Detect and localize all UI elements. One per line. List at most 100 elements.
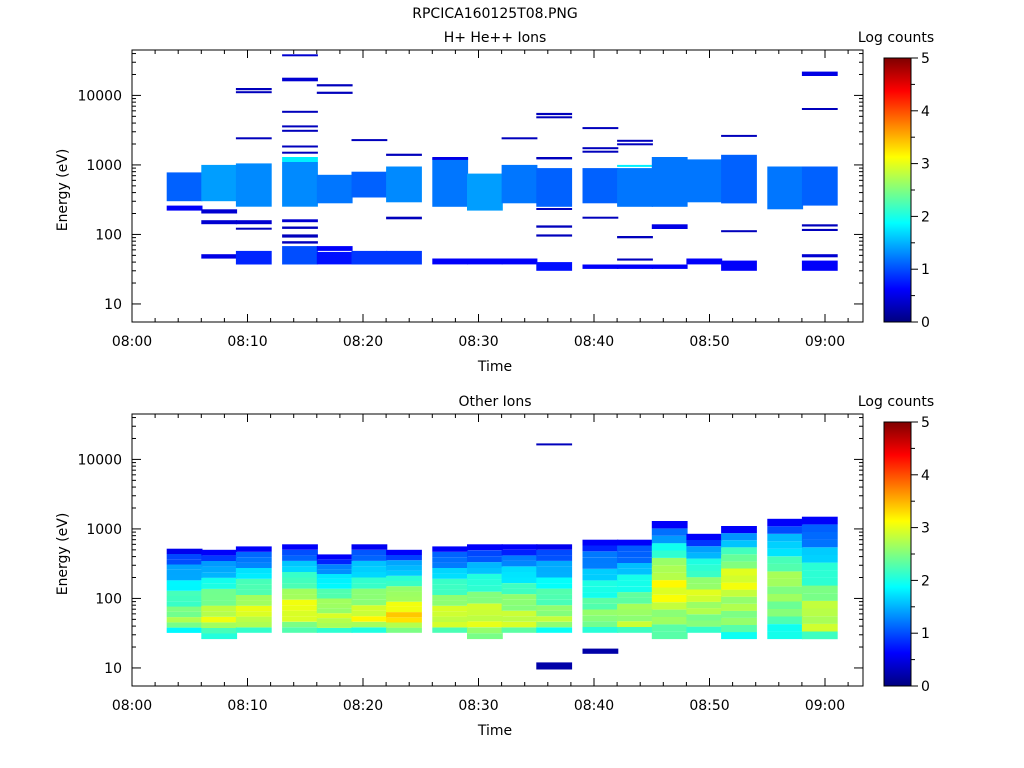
heatmap-cell [166,596,203,602]
heatmap-cell [767,166,804,210]
heatmap-cell [801,554,838,563]
heatmap-cell [801,616,838,624]
heatmap-cell [386,216,422,220]
heatmap-cell [767,631,804,640]
heatmap-cell [617,603,653,610]
heatmap-cell [386,153,422,156]
heatmap-cell [166,580,203,586]
heatmap-cell [721,526,757,534]
heatmap-cell [686,159,723,203]
heatmap-cell [386,601,422,607]
heatmap-cell [801,108,838,110]
heatmap-cell [536,225,573,228]
heatmap-cell [351,605,388,611]
heatmap-cell [386,606,422,613]
heatmap-cell [582,557,619,563]
heatmap-cell [767,594,804,602]
heatmap-cell [582,603,619,610]
heatmap-cell [316,246,353,251]
heatmap-cell [386,591,422,597]
heatmap-cell [686,564,723,571]
heatmap-cell [536,566,573,572]
heatmap-cell [282,610,318,617]
heatmap-cell [617,627,653,633]
heatmap-cell [351,549,388,556]
colorbar-tick-label: 5 [921,415,930,431]
heatmap-cell [282,234,318,238]
heatmap-cell [582,150,619,153]
heatmap-cell [235,627,272,633]
heatmap-cell [432,557,469,563]
x-axis-label: Time [477,359,512,375]
heatmap-cell [282,627,318,633]
heatmap-cell [617,592,653,598]
heatmap-cell [617,539,653,546]
heatmap-cell [536,555,573,561]
heatmap-cell [686,601,723,609]
heatmap-cell [467,627,503,634]
colorbar-tick-label: 4 [921,104,930,120]
colorbar-tick-label: 3 [921,521,930,537]
heatmap-cell [316,251,353,265]
heatmap-cell [767,601,804,609]
heatmap-cell [316,603,353,609]
heatmap-cell [235,578,272,585]
heatmap-cell [801,585,838,594]
heatmap-cell [651,565,688,573]
heatmap-cell [351,544,388,550]
colorbar-tick-label: 4 [921,468,930,484]
heatmap-cell [467,173,503,211]
panel-h-he-ions: H+ He++ Ions 08:00 08:10 08:20 08:30 08:40 08… [55,30,934,375]
heatmap-cell [617,586,653,593]
heatmap-cell [651,587,688,595]
heatmap-cell [801,532,838,540]
heatmap-cell [617,597,653,604]
heatmap-cell [501,621,538,628]
colorbar-tick-label: 0 [921,315,930,331]
heatmap-cell [686,558,723,565]
heatmap-cell [536,112,573,116]
heatmap-cell [351,594,388,600]
heatmap-cell [582,586,619,593]
heatmap-cell [201,633,238,640]
heatmap-cell [801,600,838,609]
heatmap-cell [351,566,388,572]
heatmap-cell [582,621,619,627]
heatmap-cell [801,166,838,206]
heatmap-cell [582,127,619,130]
heatmap-cell [651,609,688,617]
heatmap-cell [235,616,272,622]
heatmap-cell [235,546,272,552]
heatmap-cell [386,612,422,618]
heatmap-cell [651,543,688,551]
heatmap-cell [651,521,688,529]
heatmap-cell [582,568,619,575]
heatmap-cell [432,595,469,601]
heatmap-cell [617,609,653,616]
heatmap-cell [617,143,653,146]
x-tick-label: 09:00 [805,698,845,714]
heatmap-cells [166,54,838,271]
colorbar-tick-label: 2 [921,573,930,589]
heatmap-cell [235,137,272,140]
heatmap-cell [282,226,318,229]
heatmap-cell [282,588,318,595]
heatmap-cell [536,157,573,160]
heatmap-cell [536,443,573,446]
heatmap-cell [316,623,353,628]
heatmap-cell [166,585,203,591]
heatmap-cell [432,589,469,595]
heatmap-cell [467,633,503,640]
heatmap-cell [201,164,238,202]
heatmap-cell [651,624,688,632]
heatmap-cell [316,174,353,204]
panel-title: Other Ions [458,394,531,410]
heatmap-cell [386,617,422,623]
heatmap-cell [235,573,272,579]
heatmap-cell [432,158,469,207]
heatmap-cell [721,134,757,137]
heatmap-cell [316,593,353,599]
heatmap-cell [282,219,318,223]
y-axis-label: Energy (eV) [55,513,71,596]
heatmap-cell [316,574,353,579]
